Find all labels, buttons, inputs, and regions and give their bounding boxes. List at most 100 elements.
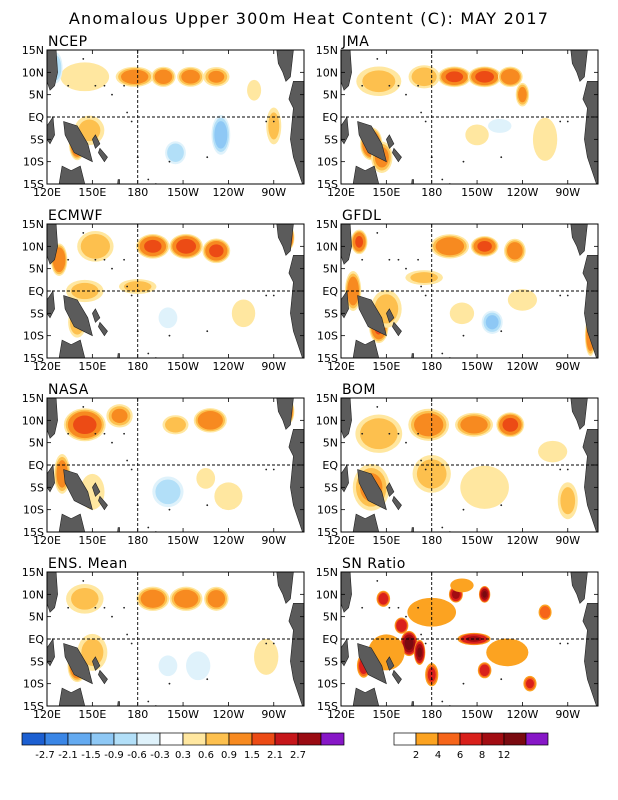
anomaly-contour bbox=[359, 418, 398, 450]
land-mass bbox=[357, 295, 387, 337]
anomaly-contour bbox=[231, 299, 256, 328]
lat-tick-label: 5S bbox=[30, 133, 44, 146]
lon-tick-label: 150E bbox=[78, 186, 106, 199]
island bbox=[272, 294, 275, 297]
island bbox=[265, 468, 268, 471]
island bbox=[272, 468, 275, 471]
anomaly-contour bbox=[197, 410, 223, 430]
lat-tick-label: 15N bbox=[22, 566, 44, 579]
lon-tick-label: 180 bbox=[421, 708, 442, 721]
lat-tick-label: 10N bbox=[22, 66, 44, 79]
island bbox=[397, 258, 400, 261]
anomaly-contour bbox=[140, 589, 166, 608]
island bbox=[67, 432, 70, 435]
island bbox=[417, 606, 419, 609]
lon-tick-label: 120E bbox=[327, 360, 355, 373]
anomaly-contour bbox=[445, 71, 464, 83]
anomaly-contour bbox=[460, 416, 488, 434]
colorbar-swatch bbox=[274, 732, 299, 746]
land-mass bbox=[341, 50, 352, 91]
lon-tick-label: 150E bbox=[372, 186, 400, 199]
lat-tick-label: 15N bbox=[22, 218, 44, 231]
island bbox=[82, 232, 85, 234]
lon-tick-label: 150W bbox=[461, 186, 493, 199]
land-mass bbox=[582, 428, 598, 532]
lat-tick-label: 5N bbox=[29, 437, 44, 450]
island bbox=[417, 432, 419, 435]
island bbox=[103, 84, 106, 87]
land-mass bbox=[47, 290, 55, 319]
anomaly-contour bbox=[73, 415, 97, 435]
island bbox=[361, 84, 364, 87]
land-mass bbox=[47, 50, 58, 91]
anomaly-contour bbox=[362, 70, 396, 93]
panels-group: 15N 10N 5N EQ 5S 10S 15S 120E 150E 180 150W 120W 90W… bbox=[22, 34, 599, 721]
colorbar-swatch bbox=[205, 732, 230, 746]
land-mass bbox=[58, 165, 86, 184]
land-mass bbox=[63, 121, 93, 163]
lat-tick-label: 15S bbox=[317, 526, 338, 539]
island bbox=[376, 406, 379, 408]
lat-tick-label: 15N bbox=[316, 218, 338, 231]
land-mass bbox=[570, 50, 588, 82]
island bbox=[420, 633, 423, 636]
island bbox=[420, 111, 423, 114]
land-mass bbox=[392, 321, 402, 337]
colorbar-label: 0.6 bbox=[198, 750, 214, 761]
lat-tick-label: 10S bbox=[23, 156, 44, 169]
anomaly-contour bbox=[465, 124, 489, 146]
island bbox=[111, 441, 113, 444]
island bbox=[103, 606, 106, 609]
lat-tick-label: 10S bbox=[317, 330, 338, 343]
lat-tick-label: EQ bbox=[28, 633, 44, 646]
anomaly-field bbox=[341, 572, 598, 706]
island bbox=[168, 508, 171, 511]
land-mass bbox=[58, 339, 86, 358]
anomaly-contour bbox=[539, 606, 551, 619]
island bbox=[417, 258, 419, 261]
land-mass bbox=[92, 656, 101, 671]
sn-colorbar-swatch bbox=[459, 732, 483, 746]
anomaly-contour bbox=[413, 413, 444, 437]
lat-tick-label: EQ bbox=[28, 459, 44, 472]
lon-tick-label: 90W bbox=[555, 534, 580, 547]
anomaly-contour bbox=[196, 468, 216, 489]
island bbox=[376, 232, 379, 234]
land-mass bbox=[276, 572, 294, 604]
lat-tick-label: 15N bbox=[316, 566, 338, 579]
island bbox=[397, 84, 400, 87]
land-mass bbox=[92, 308, 101, 323]
lat-tick-label: 15N bbox=[22, 44, 44, 57]
lat-tick-label: 5S bbox=[324, 481, 338, 494]
anomaly-contour bbox=[71, 587, 99, 610]
island bbox=[111, 93, 113, 96]
land-mass bbox=[386, 308, 395, 323]
land-mass bbox=[117, 701, 120, 706]
sn-colorbar-label: 2 bbox=[413, 750, 419, 761]
lon-tick-label: 150W bbox=[461, 708, 493, 721]
island bbox=[441, 178, 444, 181]
island bbox=[206, 156, 209, 159]
lat-tick-label: 5S bbox=[30, 655, 44, 668]
anomaly-contour bbox=[479, 664, 490, 677]
land-mass bbox=[411, 701, 414, 706]
island bbox=[397, 432, 400, 435]
island bbox=[559, 294, 562, 297]
land-mass bbox=[352, 165, 380, 184]
lon-tick-label: 120W bbox=[212, 186, 244, 199]
anomaly-contour bbox=[80, 233, 111, 259]
anomaly-contour bbox=[214, 482, 243, 511]
lat-tick-label: EQ bbox=[28, 111, 44, 124]
island bbox=[67, 84, 70, 87]
land-mass bbox=[341, 224, 352, 265]
sn-colorbar-swatch bbox=[503, 732, 527, 746]
anomaly-contour bbox=[450, 578, 474, 593]
colorbar-swatch bbox=[136, 732, 161, 746]
land-mass bbox=[582, 602, 598, 706]
land-mass bbox=[288, 255, 304, 358]
panel-label: SN Ratio bbox=[342, 556, 406, 572]
lon-tick-label: 120E bbox=[33, 186, 61, 199]
colorbar-swatch bbox=[21, 732, 46, 746]
